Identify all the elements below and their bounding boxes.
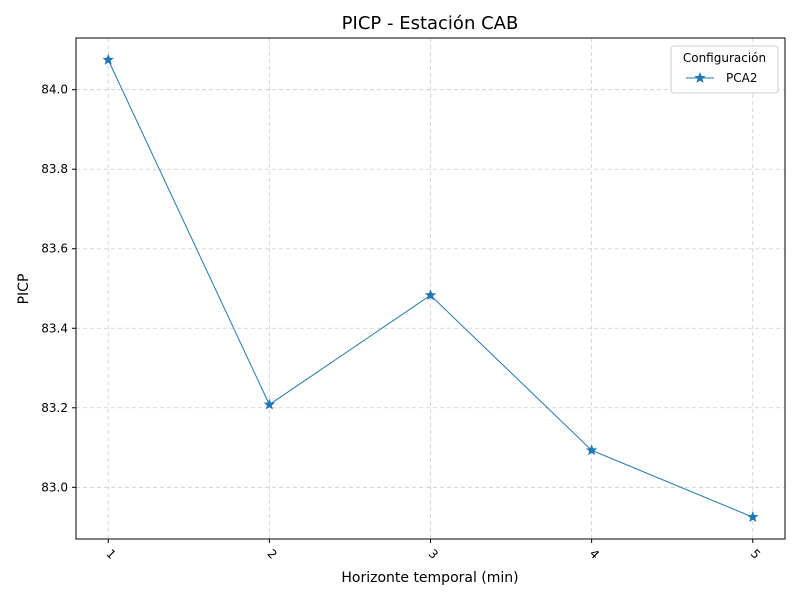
- data-point: [585, 444, 598, 456]
- x-axis-label: Horizonte temporal (min): [341, 570, 518, 586]
- x-tick-label: 3: [426, 547, 441, 562]
- y-tick-label: 84.0: [41, 83, 68, 97]
- series-line-pca2: [107, 59, 753, 518]
- series-layer: [102, 53, 759, 522]
- y-axis: 83.0 83.2 83.4 83.6 83.8 84.0: [41, 83, 76, 494]
- x-axis: 1 2 3 4 5: [103, 539, 763, 562]
- data-point: [424, 289, 437, 301]
- y-tick-label: 83.8: [41, 162, 68, 176]
- legend: Configuración PCA2: [670, 45, 779, 94]
- data-point: [747, 511, 759, 522]
- y-tick-label: 83.2: [41, 401, 68, 415]
- x-tick-label: 2: [265, 547, 280, 562]
- x-tick-label: 1: [103, 547, 118, 562]
- y-tick-label: 83.4: [41, 321, 68, 335]
- legend-title: Configuración: [683, 51, 766, 65]
- y-tick-label: 83.0: [41, 480, 68, 494]
- y-axis-label: PICP: [16, 274, 32, 305]
- x-tick-label: 4: [587, 547, 602, 562]
- grid: [76, 38, 785, 539]
- chart-title: PICP - Estación CAB: [342, 13, 519, 34]
- plot-frame: [75, 37, 786, 540]
- y-tick-label: 83.6: [41, 242, 68, 256]
- data-point: [102, 53, 114, 65]
- legend-star-marker: [694, 72, 706, 83]
- x-tick-label: 5: [748, 547, 763, 562]
- data-point: [263, 398, 276, 410]
- legend-entry-pca2: PCA2: [726, 71, 757, 85]
